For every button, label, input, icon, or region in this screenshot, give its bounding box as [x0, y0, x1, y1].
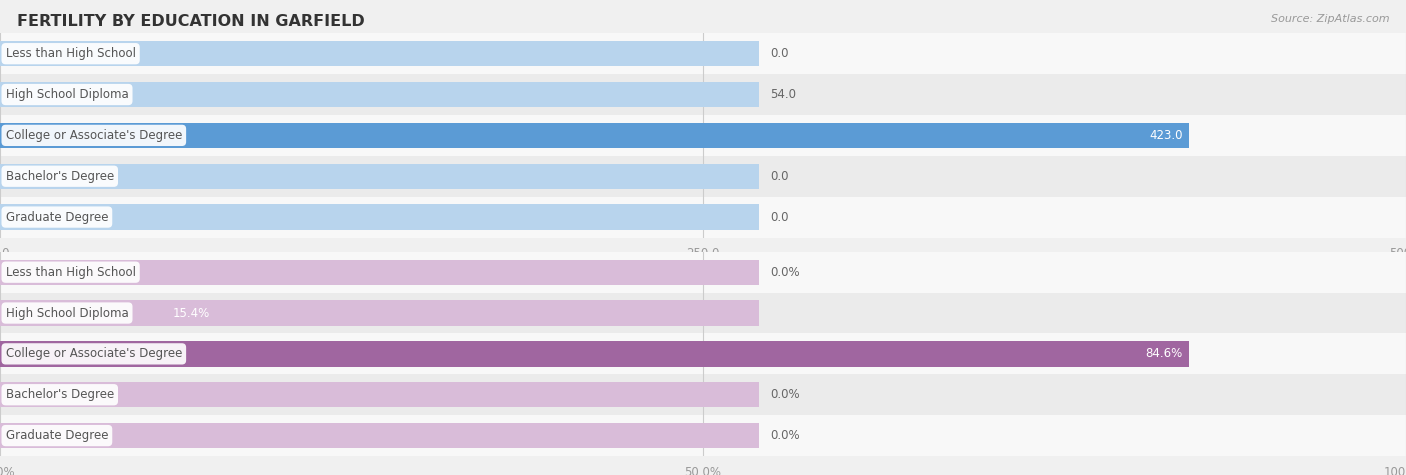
Bar [0, 341, 759, 367]
Bar [0, 123, 1189, 148]
Bar [0, 82, 152, 107]
Bar [0, 423, 759, 448]
Bar [0, 74, 1406, 115]
Text: Graduate Degree: Graduate Degree [6, 210, 108, 224]
Text: 54.0: 54.0 [770, 88, 796, 101]
Bar [0, 252, 1406, 293]
Bar [0, 33, 1406, 74]
Bar [0, 300, 759, 326]
Bar [0, 415, 1406, 456]
Text: Less than High School: Less than High School [6, 266, 135, 279]
Text: 0.0: 0.0 [770, 170, 789, 183]
Text: Bachelor's Degree: Bachelor's Degree [6, 388, 114, 401]
Text: Source: ZipAtlas.com: Source: ZipAtlas.com [1271, 14, 1389, 24]
Bar [0, 115, 1406, 156]
Bar [0, 374, 1406, 415]
Text: Graduate Degree: Graduate Degree [6, 429, 108, 442]
Bar [0, 259, 759, 285]
Bar [0, 333, 1406, 374]
Text: Bachelor's Degree: Bachelor's Degree [6, 170, 114, 183]
Bar [0, 204, 759, 230]
Bar [0, 300, 217, 326]
Bar [0, 293, 1406, 333]
Bar [0, 123, 759, 148]
Text: High School Diploma: High School Diploma [6, 88, 128, 101]
Text: 0.0%: 0.0% [770, 388, 800, 401]
Text: FERTILITY BY EDUCATION IN GARFIELD: FERTILITY BY EDUCATION IN GARFIELD [17, 14, 364, 29]
Bar [0, 197, 1406, 238]
Text: 423.0: 423.0 [1149, 129, 1182, 142]
Bar [0, 382, 759, 408]
Text: College or Associate's Degree: College or Associate's Degree [6, 129, 181, 142]
Text: 84.6%: 84.6% [1146, 347, 1182, 361]
Bar [0, 163, 759, 189]
Text: 0.0%: 0.0% [770, 429, 800, 442]
Text: High School Diploma: High School Diploma [6, 306, 128, 320]
Text: 15.4%: 15.4% [173, 306, 209, 320]
Text: 0.0%: 0.0% [770, 266, 800, 279]
Bar [0, 82, 759, 107]
Text: Less than High School: Less than High School [6, 47, 135, 60]
Bar [0, 41, 759, 66]
Text: 0.0: 0.0 [770, 47, 789, 60]
Bar [0, 156, 1406, 197]
Text: College or Associate's Degree: College or Associate's Degree [6, 347, 181, 361]
Text: 0.0: 0.0 [770, 210, 789, 224]
Bar [0, 341, 1189, 367]
